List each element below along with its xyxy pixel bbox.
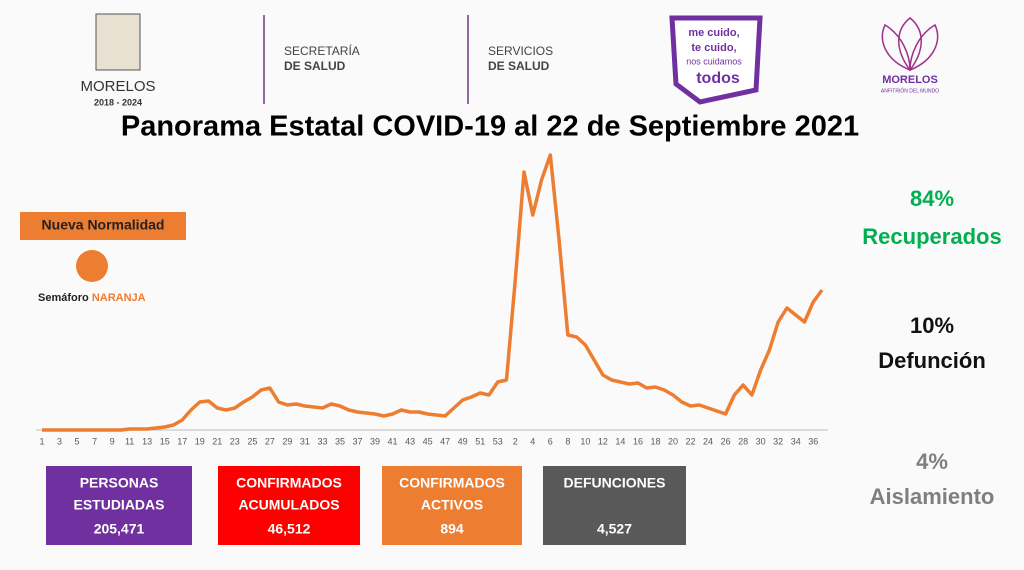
x-tick-label: 24	[703, 436, 713, 446]
plot: 1 3 5 7 9 11 13 15 17 19 21 23 25 27 29 31 33 35 37 39 41 43 4…	[36, 153, 828, 446]
secretaria: SECRETARÍA	[284, 43, 360, 58]
box-value: 894	[440, 521, 464, 537]
box-label: CONFIRMADOS	[399, 475, 505, 491]
campaign-text: todos	[696, 70, 740, 87]
x-tick-label: 17	[177, 436, 187, 446]
x-tick-label: 26	[721, 436, 731, 446]
x-tick-label: 13	[142, 436, 152, 446]
x-tick-label: 25	[247, 436, 257, 446]
semaforo: Semáforo	[38, 292, 89, 304]
x-tick-label: 18	[650, 436, 660, 446]
semaforo-light	[76, 250, 108, 282]
box-label: ACUMULADOS	[238, 497, 339, 513]
anfitrion: ANFITRIÓN DEL MUNDO	[881, 87, 939, 94]
x-tick-label: 35	[335, 436, 345, 446]
x-tick-label: 29	[282, 436, 292, 446]
stats: 84% Recuperados 10% Defunción 4% Aislamiento	[862, 186, 1001, 509]
x-tick-label: 32	[773, 436, 783, 446]
campaign-badge	[669, 15, 763, 105]
x-tick-label: 39	[370, 436, 380, 446]
x-tick-label: 47	[440, 436, 450, 446]
x-tick-label: 5	[75, 436, 80, 446]
box-value: 4,527	[597, 521, 632, 537]
x-tick-label: 33	[317, 436, 327, 446]
x-tick-label: 41	[388, 436, 398, 446]
semaforo-color: NARANJA	[92, 292, 146, 304]
x-tick-label: 9	[110, 436, 115, 446]
box-label: PERSONAS	[80, 475, 159, 491]
x-tick-label: 2	[513, 436, 518, 446]
box-label: DEFUNCIONES	[564, 475, 666, 491]
x-tick-label: 43	[405, 436, 415, 446]
x-tick-label: 37	[352, 436, 362, 446]
x-tick-label: 16	[633, 436, 643, 446]
x-tick-label: 4	[530, 436, 535, 446]
campaign-text: me cuido,	[688, 27, 739, 39]
x-tick-label: 27	[265, 436, 275, 446]
box-value: 46,512	[268, 521, 311, 537]
x-tick-label: 1	[39, 436, 44, 446]
box-label: ACTIVOS	[421, 497, 483, 513]
semaforo-text: Semáforo NARANJA	[38, 292, 146, 304]
x-tick-label: 36	[808, 436, 818, 446]
x-tick-label: 49	[458, 436, 468, 446]
x-tick-label: 12	[598, 436, 608, 446]
x-tick-label: 31	[300, 436, 310, 446]
x-tick-label: 21	[212, 436, 222, 446]
x-tick-label: 3	[57, 436, 62, 446]
stat-box	[543, 466, 686, 545]
data-line	[42, 153, 824, 432]
servicios: DE SALUD	[488, 59, 550, 73]
x-tick-label: 15	[160, 436, 170, 446]
box-label: CONFIRMADOS	[236, 475, 342, 491]
x-tick-label: 8	[565, 436, 570, 446]
x-tick-label: 11	[125, 436, 134, 446]
legend-label: Nueva Normalidad	[42, 217, 165, 233]
x-tick-label: 10	[580, 436, 590, 446]
boxes: PERSONAS ESTUDIADAS 205,471 CONFIRMADOS ACUM…	[46, 466, 686, 545]
servicios: SERVICIOS	[488, 44, 553, 58]
x-tick-label: 28	[738, 436, 748, 446]
x-tick-label: 22	[686, 436, 696, 446]
x-tick-label: 53	[493, 436, 503, 446]
x-tick-label: 34	[791, 436, 801, 446]
chart-title: Panorama Estatal COVID-19 al 22 de Septi…	[121, 111, 859, 143]
box-label: ESTUDIADAS	[73, 497, 164, 513]
stat-box	[218, 466, 360, 545]
x-tick-label: 30	[756, 436, 766, 446]
state-crest	[95, 13, 141, 71]
stat-label: Recuperados	[862, 224, 1001, 249]
stat-box	[382, 466, 522, 545]
stat-value: 84%	[910, 186, 954, 211]
x-tick-label: 19	[195, 436, 205, 446]
stat-label: Aislamiento	[870, 484, 995, 509]
legend-badge	[20, 212, 186, 240]
x-tick-label: 20	[668, 436, 678, 446]
campaign-text: nos cuidamos	[686, 56, 742, 66]
x-tick-label: 14	[615, 436, 625, 446]
state-years: 2018 - 2024	[94, 97, 142, 107]
stat-box	[46, 466, 192, 545]
x-tick-label: 6	[548, 436, 553, 446]
lotus-logo	[881, 17, 939, 72]
state-name: MORELOS	[80, 78, 155, 95]
secretaria: DE SALUD	[284, 59, 346, 73]
campaign-text: te cuido,	[691, 42, 736, 54]
x-tick-label: 45	[423, 436, 433, 446]
anfitrion: MORELOS	[882, 74, 938, 86]
box-value: 205,471	[94, 521, 145, 537]
stat-label: Defunción	[878, 348, 986, 373]
x-tick-label: 23	[230, 436, 240, 446]
stat-value: 10%	[910, 313, 954, 338]
stat-value: 4%	[916, 449, 948, 474]
x-tick-label: 51	[475, 436, 485, 446]
x-tick-label: 7	[92, 436, 97, 446]
